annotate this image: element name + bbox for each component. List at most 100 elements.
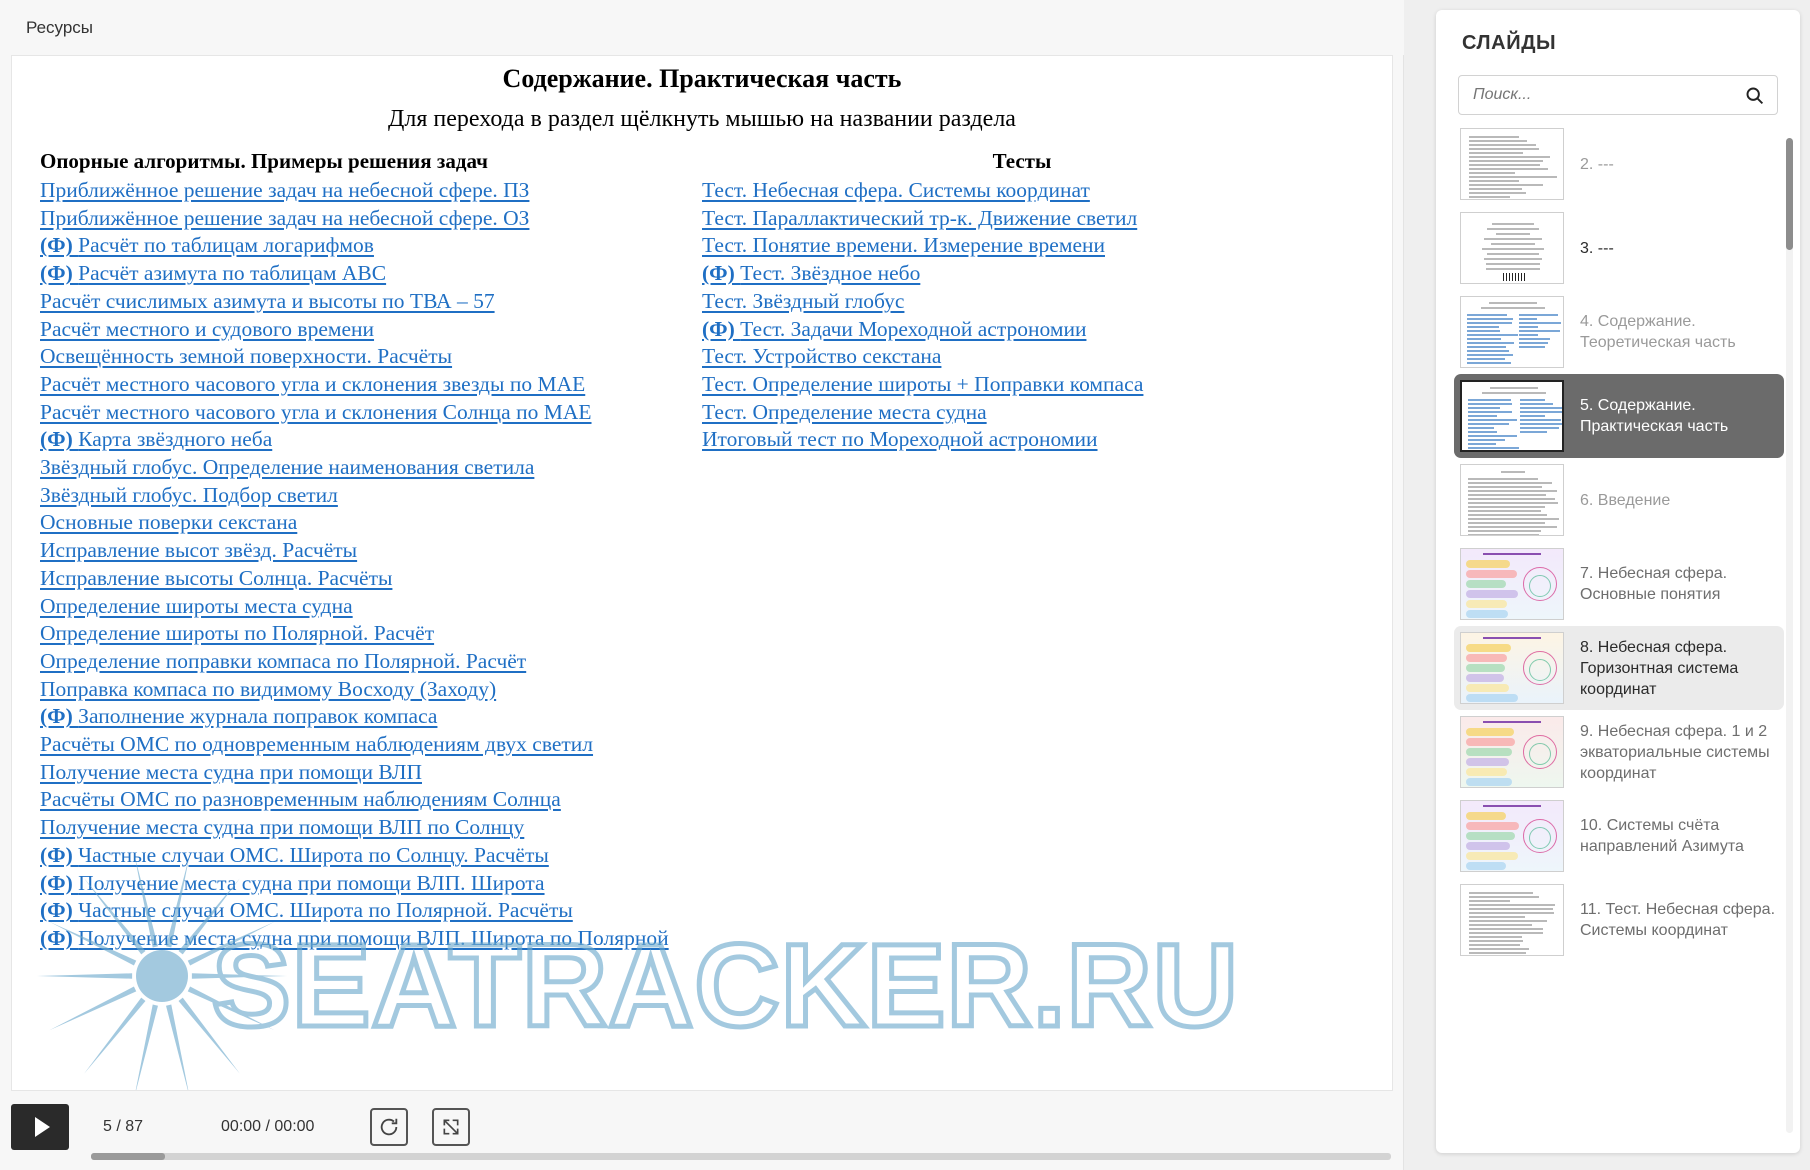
link-label: Частные случаи ОМС. Широта по Полярной. … bbox=[78, 898, 573, 922]
left-column-heading: Опорные алгоритмы. Примеры решения задач bbox=[40, 149, 702, 174]
slide-list-item[interactable]: 2. --- bbox=[1454, 122, 1784, 206]
slide-thumbnail[interactable] bbox=[1460, 884, 1564, 956]
slide-thumbnail[interactable] bbox=[1460, 380, 1564, 452]
slide-list-item[interactable]: 7. Небесная сфера. Основные понятия bbox=[1454, 542, 1784, 626]
search-icon[interactable] bbox=[1744, 85, 1765, 106]
slide-title: Содержание. Практическая часть bbox=[12, 64, 1392, 94]
slide-list-item[interactable]: 9. Небесная сфера. 1 и 2 экваториальные … bbox=[1454, 710, 1784, 794]
slide-list-item[interactable]: 5. Содержание. Практическая часть bbox=[1454, 374, 1784, 458]
algorithm-link[interactable]: (Ф) Получение места судна при помощи ВЛП… bbox=[40, 925, 669, 953]
algorithm-link[interactable]: Освещённость земной поверхности. Расчёты bbox=[40, 343, 452, 371]
slide-subtitle: Для перехода в раздел щёлкнуть мышью на … bbox=[12, 106, 1392, 133]
slide-thumbnail-list[interactable]: 2. --- 3. --- 4. Содержание. Теоретическая… bbox=[1436, 122, 1800, 1153]
algorithm-link[interactable]: Определение широты по Полярной. Расчёт bbox=[40, 620, 434, 648]
algorithm-link[interactable]: Расчёт местного и судового времени bbox=[40, 316, 374, 344]
thumbnail-preview bbox=[1461, 801, 1563, 871]
slide-thumbnail[interactable] bbox=[1460, 212, 1564, 284]
slide-thumbnail[interactable] bbox=[1460, 296, 1564, 368]
slides-scrollbar-track[interactable] bbox=[1786, 138, 1793, 1133]
algorithm-link[interactable]: (Ф) Карта звёздного неба bbox=[40, 426, 272, 454]
algorithm-link[interactable]: Определение широты места судна bbox=[40, 593, 353, 621]
link-label: Получение места судна при помощи ВЛП. Ши… bbox=[78, 871, 544, 895]
test-link[interactable]: Тест. Небесная сфера. Системы координат bbox=[702, 177, 1090, 205]
algorithm-link[interactable]: Расчёты ОМС по разновременным наблюдения… bbox=[40, 786, 561, 814]
player-controls: 5 / 87 00:00 / 00:00 bbox=[11, 1092, 1393, 1162]
algorithm-link[interactable]: (Ф) Частные случаи ОМС. Широта по Солнцу… bbox=[40, 842, 549, 870]
slide-list-item[interactable]: 11. Тест. Небесная сфера. Системы коорди… bbox=[1454, 878, 1784, 962]
link-label: Определение поправки компаса по Полярной… bbox=[40, 649, 526, 673]
algorithm-link[interactable]: Звёздный глобус. Определение наименовани… bbox=[40, 454, 534, 482]
play-button[interactable] bbox=[11, 1104, 69, 1150]
slide-thumbnail[interactable] bbox=[1460, 548, 1564, 620]
fullscreen-icon[interactable] bbox=[432, 1108, 470, 1146]
thumbnail-preview bbox=[1461, 213, 1563, 283]
link-label: Основные поверки секстана bbox=[40, 510, 297, 534]
slide-thumbnail[interactable] bbox=[1460, 632, 1564, 704]
link-label: Определение широты места судна bbox=[40, 594, 353, 618]
algorithm-link[interactable]: (Ф) Частные случаи ОМС. Широта по Полярн… bbox=[40, 897, 573, 925]
algorithm-link[interactable]: Приближённое решение задач на небесной с… bbox=[40, 205, 529, 233]
algorithm-link[interactable]: Расчёт счислимых азимута и высоты по ТВА… bbox=[40, 288, 495, 316]
test-link[interactable]: Тест. Звёздный глобус bbox=[702, 288, 904, 316]
link-label: Тест. Определение широты + Поправки комп… bbox=[702, 372, 1143, 396]
search-input[interactable] bbox=[1459, 86, 1744, 104]
slide-list-item[interactable]: 6. Введение bbox=[1454, 458, 1784, 542]
algorithm-link[interactable]: Расчёт местного часового угла и склонени… bbox=[40, 399, 592, 427]
algorithm-link[interactable]: Расчёты ОМС по одновременным наблюдениям… bbox=[40, 731, 593, 759]
test-link[interactable]: (Ф) Тест. Задачи Мореходной астрономии bbox=[702, 316, 1086, 344]
algorithm-link[interactable]: Получение места судна при помощи ВЛП bbox=[40, 759, 422, 787]
test-link[interactable]: Тест. Устройство секстана bbox=[702, 343, 941, 371]
link-prefix: (Ф) bbox=[40, 926, 78, 950]
algorithm-link[interactable]: Определение поправки компаса по Полярной… bbox=[40, 648, 526, 676]
link-prefix: (Ф) bbox=[40, 261, 78, 285]
test-link[interactable]: (Ф) Тест. Звёздное небо bbox=[702, 260, 920, 288]
algorithm-link[interactable]: Приближённое решение задач на небесной с… bbox=[40, 177, 529, 205]
link-prefix: (Ф) bbox=[40, 898, 78, 922]
slides-panel: СЛАЙДЫ 2. ---3. --- 4. Содержание. Теорет… bbox=[1436, 10, 1800, 1153]
slide-thumbnail[interactable] bbox=[1460, 716, 1564, 788]
slide-list-item[interactable]: 8. Небесная сфера. Горизонтная система к… bbox=[1454, 626, 1784, 710]
slide-item-label: 5. Содержание. Практическая часть bbox=[1580, 395, 1776, 437]
algorithm-link[interactable]: (Ф) Получение места судна при помощи ВЛП… bbox=[40, 870, 545, 898]
slide-list-item[interactable]: 3. --- bbox=[1454, 206, 1784, 290]
search-box[interactable] bbox=[1458, 75, 1778, 115]
algorithm-link[interactable]: (Ф) Расчёт по таблицам логарифмов bbox=[40, 232, 374, 260]
algorithm-link[interactable]: (Ф) Заполнение журнала поправок компаса bbox=[40, 703, 437, 731]
resources-tab[interactable]: Ресурсы bbox=[26, 18, 93, 38]
slide-list-item[interactable]: 10. Системы счёта направлений Азимута bbox=[1454, 794, 1784, 878]
slide-thumbnail[interactable] bbox=[1460, 800, 1564, 872]
slide-thumbnail[interactable] bbox=[1460, 128, 1564, 200]
thumbnail-preview bbox=[1462, 382, 1562, 450]
link-label: Заполнение журнала поправок компаса bbox=[78, 704, 437, 728]
test-link[interactable]: Тест. Параллактический тр-к. Движение св… bbox=[702, 205, 1137, 233]
algorithm-link[interactable]: Звёздный глобус. Подбор светил bbox=[40, 482, 338, 510]
test-link[interactable]: Тест. Определение места судна bbox=[702, 399, 987, 427]
slide-item-label: 10. Системы счёта направлений Азимута bbox=[1580, 815, 1776, 857]
algorithm-link[interactable]: Основные поверки секстана bbox=[40, 509, 297, 537]
algorithm-link[interactable]: Исправление высоты Солнца. Расчёты bbox=[40, 565, 392, 593]
test-link[interactable]: Тест. Понятие времени. Измерение времени bbox=[702, 232, 1105, 260]
link-label: Исправление высот звёзд. Расчёты bbox=[40, 538, 357, 562]
right-column-heading: Тесты bbox=[702, 149, 1342, 174]
algorithm-link[interactable]: Исправление высот звёзд. Расчёты bbox=[40, 537, 357, 565]
slides-scrollbar-thumb[interactable] bbox=[1786, 138, 1793, 250]
replay-icon[interactable] bbox=[370, 1108, 408, 1146]
algorithm-link[interactable]: (Ф) Расчёт азимута по таблицам АВС bbox=[40, 260, 386, 288]
algorithm-link[interactable]: Получение места судна при помощи ВЛП по … bbox=[40, 814, 524, 842]
progress-bar[interactable] bbox=[91, 1153, 1391, 1160]
slide-item-label: 8. Небесная сфера. Горизонтная система к… bbox=[1580, 637, 1776, 700]
thumbnail-preview bbox=[1461, 717, 1563, 787]
slide-item-label: 4. Содержание. Теоретическая часть bbox=[1580, 311, 1776, 353]
slide-list-item[interactable]: 4. Содержание. Теоретическая часть bbox=[1454, 290, 1784, 374]
slide-thumbnail[interactable] bbox=[1460, 464, 1564, 536]
test-link[interactable]: Тест. Определение широты + Поправки комп… bbox=[702, 371, 1143, 399]
algorithm-link[interactable]: Поправка компаса по видимому Восходу (За… bbox=[40, 676, 496, 704]
link-label: Тест. Звёздный глобус bbox=[702, 289, 904, 313]
link-label: Итоговый тест по Мореходной астрономии bbox=[702, 427, 1098, 451]
slides-panel-heading: СЛАЙДЫ bbox=[1462, 32, 1800, 55]
link-label: Тест. Звёздное небо bbox=[740, 261, 920, 285]
algorithm-link[interactable]: Расчёт местного часового угла и склонени… bbox=[40, 371, 585, 399]
app-root: Ресурсы Содержание. Практическая часть Д… bbox=[0, 0, 1810, 1170]
test-link[interactable]: Итоговый тест по Мореходной астрономии bbox=[702, 426, 1098, 454]
link-label: Расчёт местного часового угла и склонени… bbox=[40, 400, 592, 424]
